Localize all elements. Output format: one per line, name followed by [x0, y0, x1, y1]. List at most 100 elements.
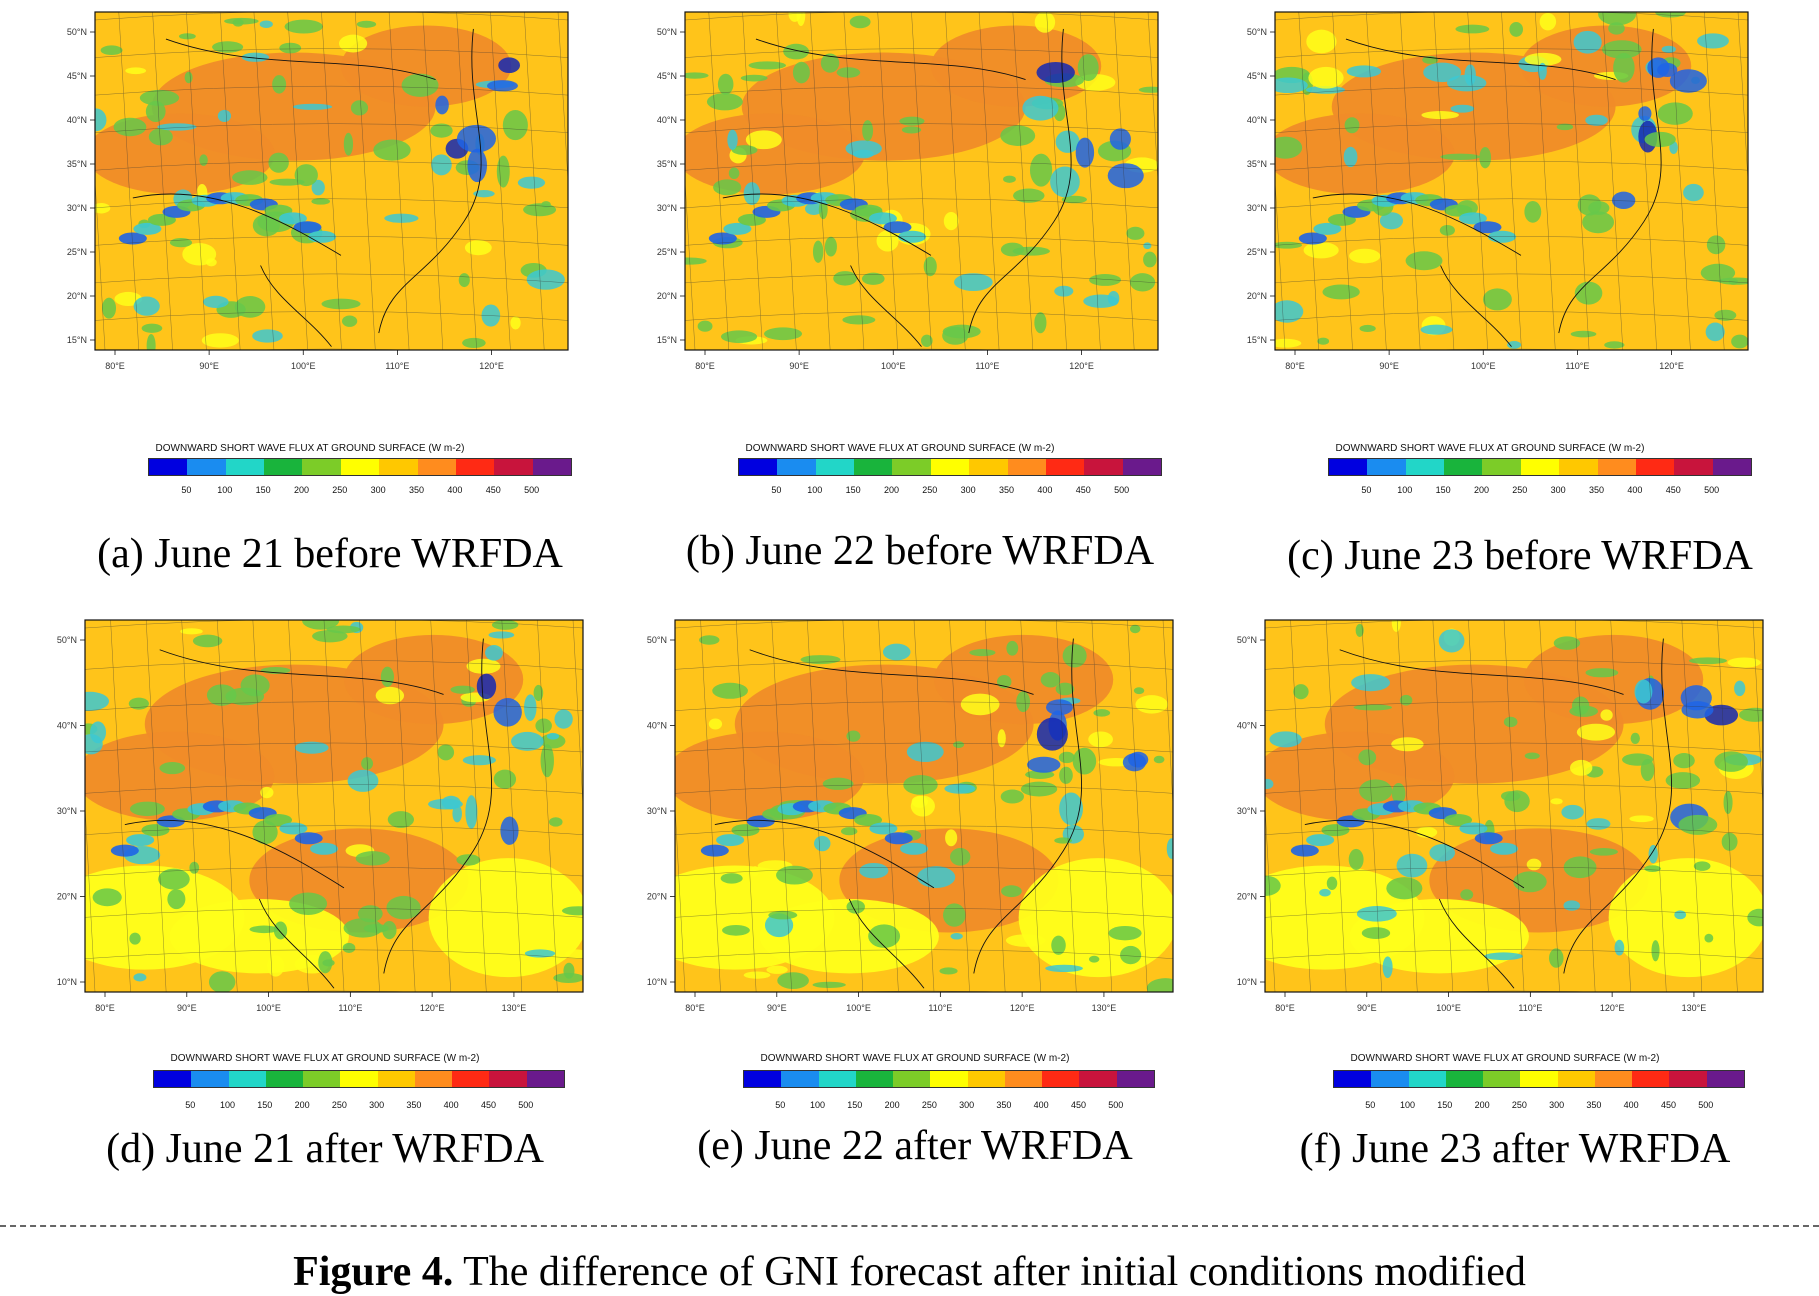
cloud-patch	[910, 795, 935, 817]
cloud-patch	[700, 844, 729, 857]
colorbar-title: DOWNWARD SHORT WAVE FLUX AT GROUND SURFA…	[745, 443, 1055, 454]
cloud-patch	[1034, 312, 1047, 334]
cloud-patch	[783, 43, 810, 60]
cloud-patch	[1344, 117, 1360, 134]
cloud-patch	[950, 933, 963, 940]
cloud-patch	[720, 330, 758, 344]
cloud-patch	[498, 57, 521, 74]
colorbar-swatch	[1635, 459, 1675, 475]
lat-label: 35°N	[657, 159, 677, 169]
colorbar-swatch	[1408, 1071, 1446, 1087]
cloud-patch	[548, 817, 563, 827]
cloud-patch	[743, 971, 771, 979]
cloud-patch	[486, 80, 518, 92]
cloud-patch	[466, 658, 501, 674]
cloud-patch	[1524, 52, 1562, 66]
cloud-patch	[1526, 858, 1542, 871]
cloud-patch	[1651, 940, 1660, 962]
colorbar-swatch	[781, 1071, 819, 1087]
flux-map: 50°N 45°N 40°N 35°N 30°N 25°N 20°N 15°N 80°E 90°E…	[657, 11, 1159, 371]
colorbar-swatch	[1042, 1071, 1080, 1087]
lon-label: 130°E	[502, 1003, 527, 1013]
cloud-patch	[500, 816, 519, 845]
lat-label: 35°N	[1247, 159, 1267, 169]
cloud-patch	[1308, 66, 1344, 89]
cloud-patch	[1576, 723, 1616, 741]
cloud-patch	[205, 258, 217, 267]
cloud-patch	[945, 829, 958, 847]
panel-caption: (b) June 22 before WRFDA	[685, 528, 1155, 574]
cloud-patch	[279, 822, 308, 835]
cloud-patch	[728, 167, 740, 180]
cloud-patch	[241, 52, 270, 62]
colorbar-tick-label: 400	[443, 1100, 459, 1110]
cloud-patch	[1382, 956, 1393, 979]
cloud-patch	[430, 123, 453, 138]
cloud-patch	[110, 844, 139, 857]
cloud-patch	[1055, 130, 1080, 153]
cloud-patch	[1460, 889, 1474, 901]
cloud-patch	[1322, 284, 1360, 300]
cloud-patch	[1444, 813, 1473, 826]
colorbar-swatch	[1079, 1071, 1117, 1087]
cloud-patch	[1129, 273, 1156, 292]
coastline	[132, 28, 482, 347]
cloud-patch	[192, 634, 223, 648]
colorbar-swatch	[303, 1071, 341, 1087]
cloud-patch	[167, 889, 186, 910]
colorbar-swatch	[1084, 459, 1123, 475]
flux-region	[169, 899, 349, 974]
colorbar-tick-label: 500	[1698, 1100, 1714, 1110]
colorbar-swatch	[1594, 1071, 1633, 1087]
cloud-patch	[685, 72, 709, 79]
cloud-patch	[1634, 679, 1653, 704]
colorbar-tick-label: 50	[771, 485, 782, 495]
cloud-patch	[788, 12, 801, 22]
colorbar-swatch	[1674, 459, 1713, 475]
colorbar-swatch	[1116, 1071, 1154, 1087]
colorbar-ticks: 50 100 150 200 250 300 350 400 450 500	[738, 485, 1160, 497]
cloud-patch	[1714, 309, 1737, 321]
cloud-patch	[1714, 751, 1748, 772]
colorbar-swatch	[377, 1071, 415, 1087]
cloud-patch	[943, 903, 966, 927]
cloud-patch	[401, 73, 439, 97]
cloud-patch	[1490, 842, 1519, 855]
lat-label: 45°N	[657, 71, 677, 81]
cloud-patch	[1438, 629, 1465, 653]
cloud-patch	[310, 842, 339, 855]
cloud-patch	[493, 769, 517, 789]
cloud-patch	[128, 697, 149, 710]
cloud-patch	[1420, 324, 1453, 335]
cloud-patch	[1003, 175, 1016, 183]
cloud-patch	[766, 965, 788, 974]
cloud-patch	[1613, 52, 1635, 83]
cloud-patch	[437, 744, 455, 761]
cloud-patch	[1126, 226, 1145, 240]
cloud-patch	[341, 315, 358, 327]
lat-label: 40°N	[657, 115, 677, 125]
cloud-patch	[141, 323, 163, 333]
cloud-patch	[713, 179, 742, 196]
cloud-patch	[510, 316, 521, 330]
lat-label: 40°N	[1247, 115, 1267, 125]
colorbar-tick-label: 300	[370, 485, 386, 495]
map-frame	[1264, 619, 1764, 993]
colorbar-tick-label: 500	[1114, 485, 1130, 495]
cloud-patch	[1107, 290, 1120, 306]
cloud-patch	[1574, 281, 1603, 305]
cloud-patch	[712, 682, 748, 699]
cloud-patch	[842, 315, 876, 325]
map-frame	[674, 619, 1174, 993]
cloud-patch	[252, 329, 283, 343]
cloud-patch	[456, 854, 481, 866]
cloud-patch	[85, 691, 110, 711]
colorbar-tick-label: 250	[1511, 1100, 1527, 1110]
colorbar-swatch	[225, 459, 265, 475]
cloud-patch	[1601, 40, 1642, 59]
cloud-patch	[1447, 74, 1487, 92]
cloud-patch	[1040, 671, 1061, 688]
colorbar-tick-label: 150	[845, 485, 861, 495]
lat-label: 25°N	[1247, 247, 1267, 257]
colorbar-tick-label: 300	[1550, 485, 1566, 495]
